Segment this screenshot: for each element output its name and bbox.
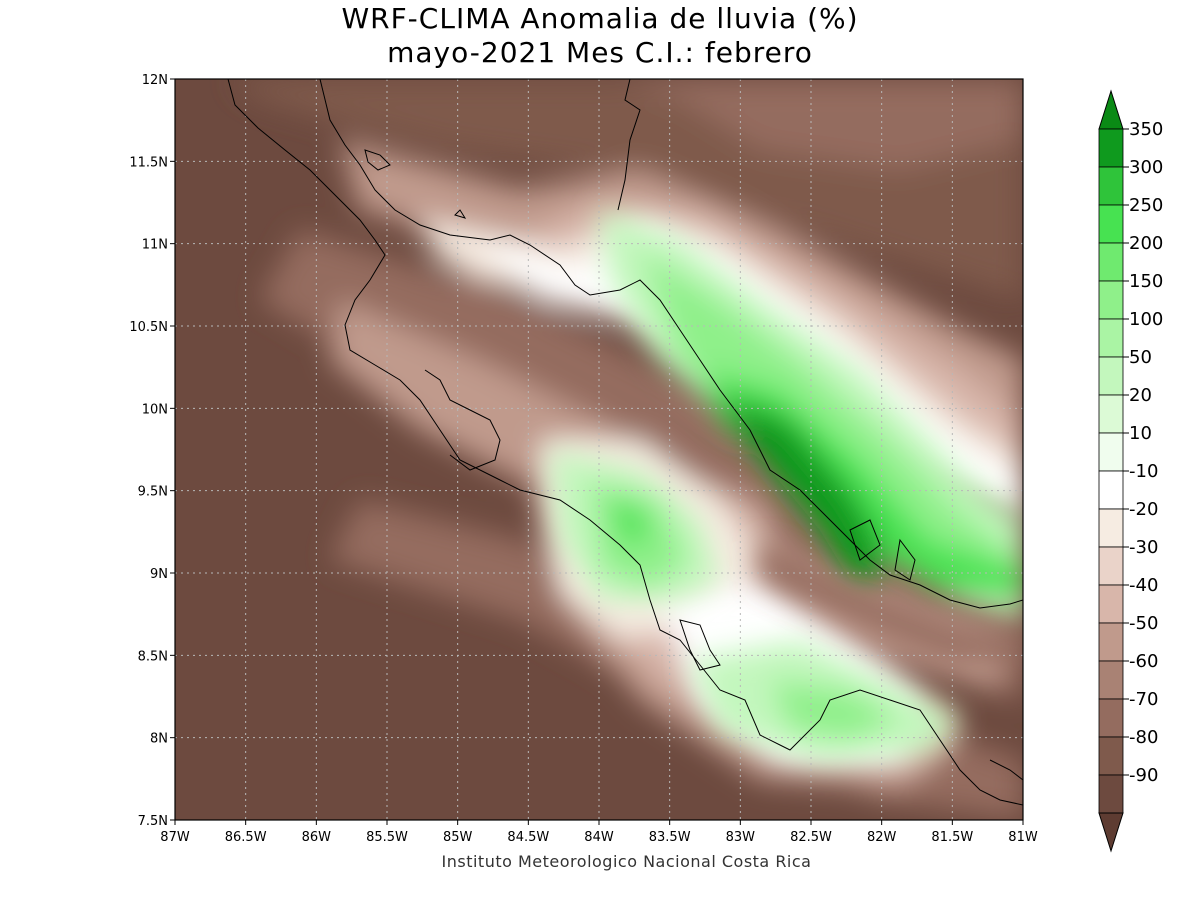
x-tick-label: 86W bbox=[302, 830, 332, 845]
colorbar-label: 50 bbox=[1129, 347, 1152, 368]
map-title-line2: mayo-2021 Mes C.I.: febrero bbox=[387, 36, 813, 69]
y-tick-label: 10.5N bbox=[129, 320, 168, 335]
y-tick-label: 11N bbox=[142, 238, 168, 253]
credit-text: Instituto Meteorologico Nacional Costa R… bbox=[441, 852, 812, 871]
y-axis: 7.5N 8N 8.5N 9N 9.5N 10N 10.5N 11N 11.5N 12N bbox=[129, 73, 175, 829]
colorbar-swatch bbox=[1098, 242, 1124, 282]
colorbar-label: 100 bbox=[1129, 309, 1163, 330]
colorbar-label: -60 bbox=[1129, 651, 1158, 672]
y-tick-label: 10N bbox=[142, 402, 168, 417]
colorbar-swatch bbox=[1098, 660, 1124, 700]
x-tick-label: 85.5W bbox=[366, 830, 408, 845]
x-tick-label: 85W bbox=[443, 830, 473, 845]
x-tick-label: 84.5W bbox=[507, 830, 549, 845]
colorbar: 350 300 250 200 150 100 50 20 10 -10 -20 -30 -40 -50 -… bbox=[1098, 89, 1163, 853]
y-tick-label: 9.5N bbox=[138, 485, 168, 500]
anomaly-field bbox=[175, 79, 1023, 820]
colorbar-swatch bbox=[1098, 204, 1124, 244]
colorbar-swatch bbox=[1098, 166, 1124, 206]
colorbar-label: -10 bbox=[1129, 461, 1158, 482]
x-tick-label: 83.5W bbox=[649, 830, 691, 845]
colorbar-swatch bbox=[1098, 280, 1124, 320]
colorbar-label: 200 bbox=[1129, 233, 1163, 254]
colorbar-swatch bbox=[1098, 470, 1124, 510]
x-tick-label: 81.5W bbox=[931, 830, 973, 845]
x-tick-label: 86.5W bbox=[225, 830, 267, 845]
colorbar-swatch bbox=[1098, 774, 1124, 814]
colorbar-label: -30 bbox=[1129, 537, 1158, 558]
colorbar-label: -20 bbox=[1129, 499, 1158, 520]
colorbar-swatch bbox=[1098, 622, 1124, 662]
colorbar-bottom-arrow bbox=[1098, 812, 1124, 853]
colorbar-swatch bbox=[1098, 432, 1124, 472]
y-tick-label: 8.5N bbox=[138, 649, 168, 664]
colorbar-swatch bbox=[1098, 318, 1124, 358]
colorbar-swatch bbox=[1098, 508, 1124, 548]
y-tick-label: 11.5N bbox=[129, 155, 168, 170]
colorbar-label: 20 bbox=[1129, 385, 1152, 406]
colorbar-swatch bbox=[1098, 394, 1124, 434]
y-tick-label: 8N bbox=[150, 732, 168, 747]
x-tick-label: 83W bbox=[726, 830, 756, 845]
colorbar-label: 150 bbox=[1129, 271, 1163, 292]
map-title-line1: WRF-CLIMA Anomalia de lluvia (%) bbox=[341, 2, 859, 35]
colorbar-swatch bbox=[1098, 356, 1124, 396]
x-tick-label: 84W bbox=[584, 830, 614, 845]
colorbar-label: 300 bbox=[1129, 157, 1163, 178]
x-tick-label: 81W bbox=[1008, 830, 1038, 845]
colorbar-swatch bbox=[1098, 128, 1124, 168]
colorbar-swatch bbox=[1098, 546, 1124, 586]
x-tick-label: 82W bbox=[867, 830, 897, 845]
y-tick-label: 7.5N bbox=[138, 814, 168, 829]
colorbar-label: -50 bbox=[1129, 613, 1158, 634]
colorbar-label: -70 bbox=[1129, 689, 1158, 710]
colorbar-label: 250 bbox=[1129, 195, 1163, 216]
coastline bbox=[227, 79, 1023, 806]
x-tick-label: 87W bbox=[160, 830, 190, 845]
y-tick-label: 12N bbox=[142, 73, 168, 88]
x-tick-label: 82.5W bbox=[790, 830, 832, 845]
colorbar-label: -40 bbox=[1129, 575, 1158, 596]
colorbar-label: -80 bbox=[1129, 727, 1158, 748]
colorbar-label: -90 bbox=[1129, 765, 1158, 786]
colorbar-top-arrow bbox=[1098, 89, 1124, 130]
colorbar-label: 10 bbox=[1129, 423, 1152, 444]
colorbar-swatch bbox=[1098, 698, 1124, 738]
colorbar-label: 350 bbox=[1129, 119, 1163, 140]
x-axis: 87W 86.5W 86W 85.5W 85W 84.5W 84W 83.5W 83W 82.5W… bbox=[160, 820, 1038, 845]
y-tick-label: 9N bbox=[150, 567, 168, 582]
colorbar-swatch bbox=[1098, 736, 1124, 776]
colorbar-swatch bbox=[1098, 584, 1124, 624]
